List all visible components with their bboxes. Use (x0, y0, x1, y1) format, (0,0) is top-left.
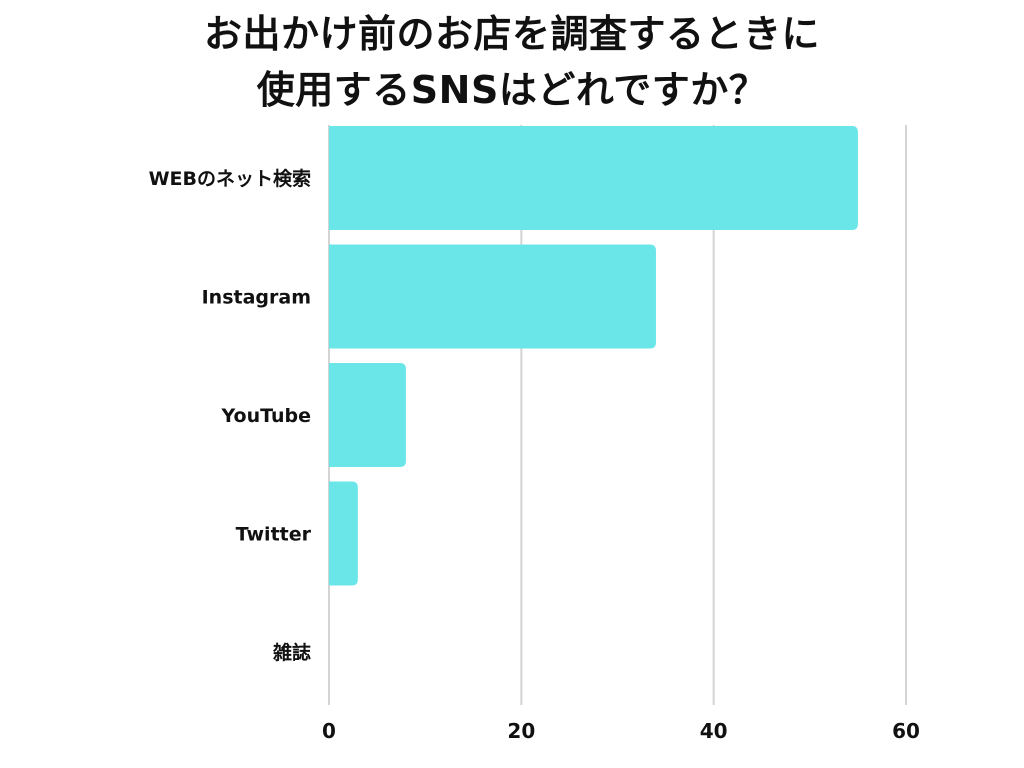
category-label: WEBのネット検索 (149, 167, 311, 190)
category-label: Instagram (202, 287, 311, 309)
bar-2 (329, 363, 406, 467)
chart-title-line-2: 使用するSNSはどれですか？ (256, 68, 768, 112)
category-label: 雑誌 (272, 641, 311, 664)
label-layer: 0 20 40 60 WEBのネット検索 Instagram YouTube Twitter 雑… (149, 167, 920, 743)
x-tick-label: 20 (507, 719, 535, 743)
x-tick-label: 40 (700, 719, 728, 743)
x-tick-label: 0 (322, 719, 336, 743)
x-tick-label: 60 (892, 719, 920, 743)
chart-title-line-1: お出かけ前のお店を調査するときに (203, 12, 820, 56)
bar-layer (329, 126, 858, 586)
category-label: YouTube (221, 405, 311, 427)
bar-0 (329, 126, 858, 230)
bar-1 (329, 244, 656, 349)
chart-title: お出かけ前のお店を調査するときに 使用するSNSはどれですか？ (0, 6, 1024, 118)
bar-3 (329, 481, 358, 586)
category-label: Twitter (236, 524, 312, 546)
